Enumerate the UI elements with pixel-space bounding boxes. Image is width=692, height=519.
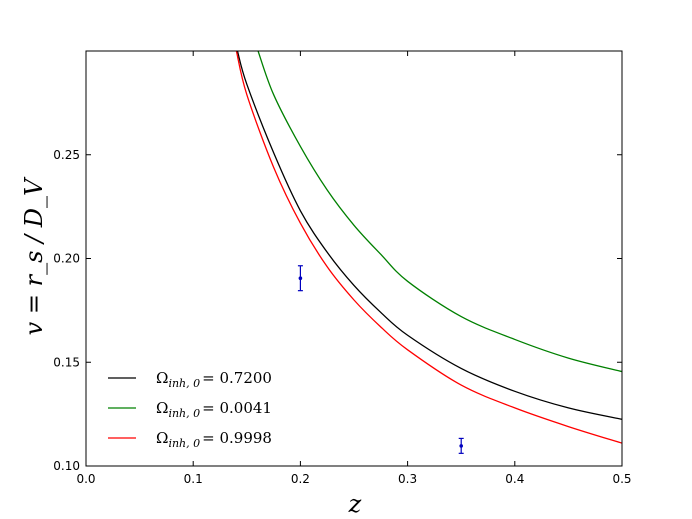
x-axis-label: z	[348, 490, 362, 518]
series-line-1	[236, 51, 622, 420]
y-tick-label-1: 0.15	[53, 355, 80, 369]
legend-label-3: Ωinh, 0 = 0.9998	[156, 429, 272, 450]
legend-value: = 0.0041	[202, 399, 272, 417]
legend-subscript: inh, 0	[168, 407, 200, 420]
legend-symbol: Ω	[156, 399, 168, 417]
legend-value: = 0.9998	[202, 429, 272, 447]
data-points-layer	[297, 265, 464, 454]
legend-symbol: Ω	[156, 369, 168, 387]
legend-entry-2: Ωinh, 0 = 0.0041	[108, 399, 272, 420]
y-axis-label: v = r_s / D_V	[20, 176, 48, 335]
x-tick-label-5: 0.5	[612, 472, 631, 486]
series-line-3	[235, 51, 622, 444]
x-tick-label-1: 0.1	[184, 472, 203, 486]
data-point-2	[458, 437, 464, 454]
x-tick-label-4: 0.4	[505, 472, 524, 486]
y-tick-label-3: 0.25	[53, 148, 80, 162]
x-tick-label-3: 0.3	[398, 472, 417, 486]
legend-subscript: inh, 0	[168, 377, 200, 390]
legend-subscript: inh, 0	[168, 437, 200, 450]
y-tick-label-2: 0.20	[53, 252, 80, 266]
x-tick-label-2: 0.2	[291, 472, 310, 486]
ticks-layer: 0.0 0.1 0.2 0.3 0.4 0.5 0.10 0.15 0.20 0.25	[53, 51, 632, 486]
legend-entry-3: Ωinh, 0 = 0.9998	[108, 429, 272, 450]
curves-layer	[235, 51, 622, 444]
legend-symbol: Ω	[156, 429, 168, 447]
data-point-1	[297, 265, 303, 292]
y-tick-label-0: 0.10	[53, 459, 80, 473]
legend-label-1: Ωinh, 0 = 0.7200	[156, 369, 272, 390]
legend-value: = 0.7200	[202, 369, 272, 387]
legend-entry-1: Ωinh, 0 = 0.7200	[108, 369, 272, 390]
legend-label-2: Ωinh, 0 = 0.0041	[156, 399, 272, 420]
x-tick-label-0: 0.0	[76, 472, 95, 486]
series-line-2	[257, 51, 622, 373]
